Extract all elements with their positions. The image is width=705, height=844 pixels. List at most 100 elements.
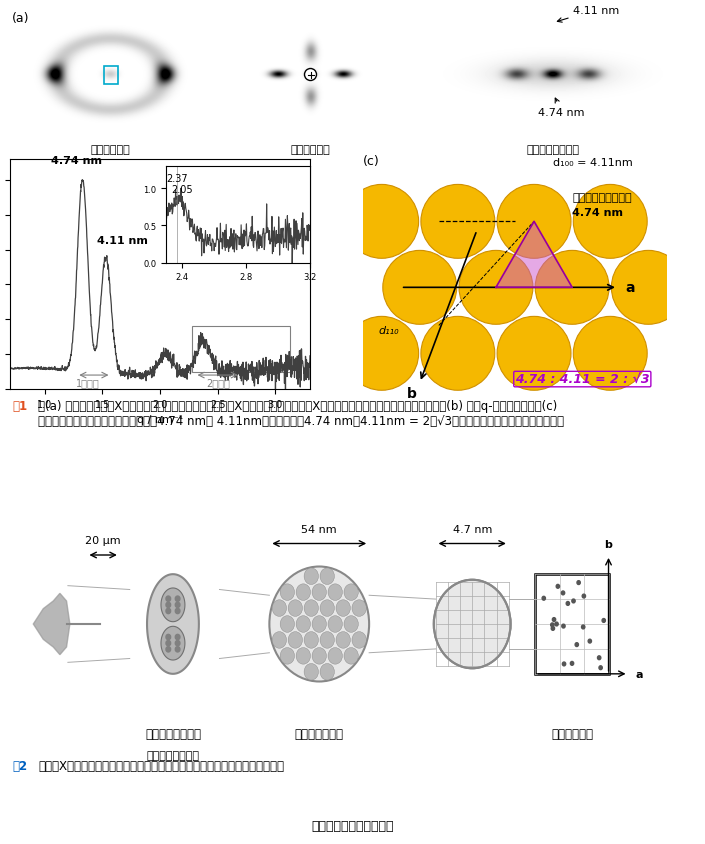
Circle shape [305, 69, 317, 81]
Text: d₁₀₀ = 4.11nm: d₁₀₀ = 4.11nm [553, 158, 633, 168]
Polygon shape [147, 575, 199, 674]
Circle shape [573, 185, 647, 259]
Circle shape [570, 662, 574, 666]
Circle shape [320, 568, 334, 585]
Text: （吉岡太陽、亀田恒徳）: （吉岡太陽、亀田恒徳） [311, 819, 394, 832]
Text: d₁₁₀: d₁₁₀ [379, 326, 400, 336]
Circle shape [582, 625, 585, 629]
Circle shape [344, 648, 358, 664]
Circle shape [561, 592, 565, 595]
Circle shape [304, 600, 319, 617]
Circle shape [166, 603, 171, 608]
Text: (a) カイコシルクのX線散乱パターン（左から順に、広角X線散乱パターン、小角X線散乱パターン、小角赤道一次散乱）、(b) 赤道q-プロファイル、(c) 二つの: (a) カイコシルクのX線散乱パターン（左から順に、広角X線散乱パターン、小角X… [38, 399, 564, 428]
Circle shape [577, 581, 580, 585]
Text: (c): (c) [362, 154, 379, 168]
Circle shape [598, 656, 601, 660]
Circle shape [320, 663, 334, 680]
Circle shape [272, 632, 286, 648]
Circle shape [280, 616, 295, 632]
Circle shape [176, 641, 180, 647]
Text: 4.7 nm: 4.7 nm [453, 524, 492, 534]
Text: ナノフィブリル直径: ナノフィブリル直径 [572, 192, 632, 203]
Circle shape [563, 663, 565, 666]
Text: 4.11 nm: 4.11 nm [558, 6, 620, 23]
Circle shape [352, 632, 367, 648]
Circle shape [312, 648, 326, 664]
Text: b: b [605, 539, 613, 549]
X-axis label: q / nm⁻¹: q / nm⁻¹ [137, 414, 183, 425]
Circle shape [328, 584, 343, 601]
Circle shape [296, 584, 310, 601]
Circle shape [166, 597, 171, 602]
Circle shape [288, 600, 302, 617]
Circle shape [562, 625, 565, 628]
Circle shape [272, 600, 286, 617]
Circle shape [176, 603, 180, 608]
Circle shape [352, 600, 367, 617]
Text: 図2: 図2 [12, 759, 27, 772]
Text: (a): (a) [12, 12, 30, 25]
Circle shape [573, 317, 647, 391]
Circle shape [552, 618, 556, 622]
Text: b: b [407, 387, 417, 401]
Polygon shape [33, 593, 70, 655]
Text: 1次散乱: 1次散乱 [76, 378, 100, 388]
Circle shape [280, 648, 295, 664]
Text: 4.74 : 4.11 = 2 : √3: 4.74 : 4.11 = 2 : √3 [515, 373, 649, 386]
Text: ナノフィブリル: ナノフィブリル [295, 728, 344, 741]
Circle shape [459, 251, 533, 325]
Text: ミクロフィブリル: ミクロフィブリル [145, 728, 201, 741]
Circle shape [599, 666, 602, 670]
Text: 図1: 図1 [12, 399, 27, 413]
Text: 結晶単位格子: 結晶単位格子 [551, 728, 593, 741]
Text: （六方細密充填）: （六方細密充填） [147, 750, 200, 760]
Circle shape [288, 632, 302, 648]
Text: 小角散乱領域: 小角散乱領域 [290, 145, 330, 154]
Circle shape [602, 619, 606, 623]
Text: 2次散乱: 2次散乱 [206, 378, 230, 388]
Circle shape [497, 317, 571, 391]
Circle shape [328, 616, 343, 632]
Circle shape [336, 600, 350, 617]
Circle shape [304, 568, 319, 585]
Circle shape [280, 584, 295, 601]
Bar [104, 67, 118, 84]
Polygon shape [161, 588, 185, 622]
Circle shape [304, 632, 319, 648]
Circle shape [434, 580, 510, 668]
Circle shape [588, 640, 591, 643]
Circle shape [556, 585, 560, 588]
Text: 4.74 nm: 4.74 nm [539, 99, 585, 117]
Bar [192, 327, 290, 372]
Circle shape [176, 647, 180, 652]
Circle shape [312, 584, 326, 601]
Circle shape [383, 251, 457, 325]
Text: a: a [625, 281, 635, 295]
Circle shape [551, 623, 554, 627]
Circle shape [566, 602, 570, 606]
Bar [535, 575, 608, 674]
Circle shape [345, 317, 419, 391]
Circle shape [320, 600, 334, 617]
Text: 54 nm: 54 nm [302, 524, 337, 534]
Circle shape [611, 251, 685, 325]
Circle shape [421, 185, 495, 259]
Text: 20 μm: 20 μm [85, 536, 121, 546]
Circle shape [575, 643, 578, 647]
Circle shape [555, 622, 558, 626]
Circle shape [328, 648, 343, 664]
Circle shape [176, 635, 180, 640]
Circle shape [166, 647, 171, 652]
Circle shape [572, 599, 575, 603]
Polygon shape [496, 222, 572, 288]
Circle shape [166, 635, 171, 640]
Text: 赤道散乱（一次）: 赤道散乱（一次） [527, 145, 580, 154]
Circle shape [176, 609, 180, 614]
Circle shape [176, 597, 180, 602]
Circle shape [497, 185, 571, 259]
Text: 4.11 nm: 4.11 nm [97, 235, 148, 246]
Circle shape [296, 616, 310, 632]
Circle shape [296, 648, 310, 664]
Circle shape [344, 616, 358, 632]
Polygon shape [161, 626, 185, 660]
